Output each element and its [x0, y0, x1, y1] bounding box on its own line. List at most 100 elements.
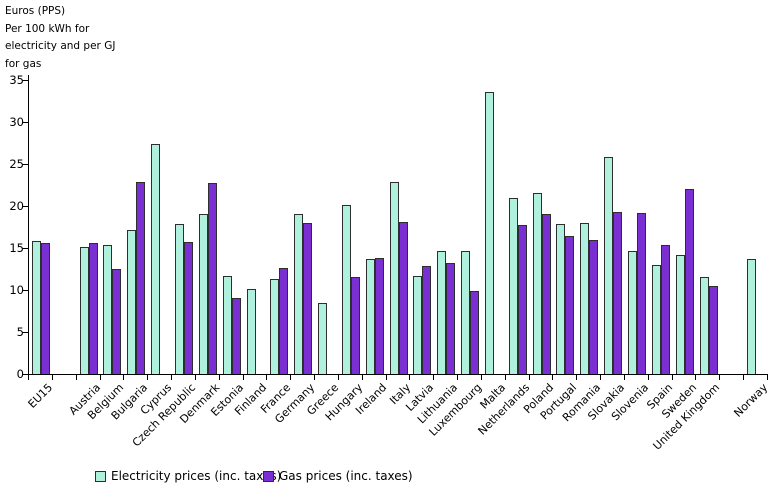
- gas-bar-lithuania: [446, 263, 456, 374]
- y-axis-title: Euros (PPS) Per 100 kWh for electricity …: [5, 3, 115, 73]
- gas-bar-hungary: [350, 277, 360, 374]
- x-axis-tick: [290, 375, 292, 380]
- x-axis-tick: [576, 375, 578, 380]
- electricity-bar-romania: [580, 223, 590, 374]
- gas-bar-ireland: [374, 258, 384, 374]
- x-axis-tick: [123, 375, 125, 380]
- category-slot-germany: [291, 75, 315, 374]
- electricity-bar-greece: [318, 303, 328, 374]
- y-axis-title-line: for gas: [5, 57, 42, 70]
- x-axis-tick: [433, 375, 435, 380]
- category-slot-spain: [649, 75, 673, 374]
- electricity-bar-czech-republic: [174, 224, 184, 374]
- category-slot-austria: [77, 75, 101, 374]
- y-axis-tick: [22, 80, 28, 81]
- electricity-bar-belgium: [103, 245, 113, 374]
- x-axis-tick: [99, 375, 101, 380]
- electricity-bar-poland: [532, 193, 542, 374]
- category-slot-slovakia: [601, 75, 625, 374]
- electricity-bar-lithuania: [437, 251, 447, 374]
- y-axis-tick-label: 10: [9, 283, 24, 297]
- legend-item-electricity: Electricity prices (inc. taxes): [95, 469, 281, 483]
- gas-bar-spain: [660, 245, 670, 374]
- y-axis-tick: [22, 332, 28, 333]
- electricity-bar-sweden: [675, 255, 685, 374]
- legend-item-gas: Gas prices (inc. taxes): [263, 469, 413, 483]
- gas-bar-eu15: [40, 243, 50, 374]
- electricity-bar-portugal: [556, 224, 566, 374]
- x-axis-tick: [623, 375, 625, 380]
- electricity-bar-united-kingdom: [699, 277, 709, 374]
- y-axis-tick-label: 25: [9, 157, 24, 171]
- x-axis-tick: [409, 375, 411, 380]
- category-slot-portugal: [554, 75, 578, 374]
- electricity-bar-latvia: [413, 276, 423, 374]
- category-slot-hungary: [339, 75, 363, 374]
- y-axis-tick: [22, 206, 28, 207]
- electricity-bar-denmark: [198, 214, 208, 374]
- category-slot-denmark: [196, 75, 220, 374]
- electricity-bar-finland: [246, 289, 256, 374]
- electricity-bar-netherlands: [508, 198, 518, 374]
- x-axis-tick: [194, 375, 196, 380]
- y-axis-title-line: electricity and per GJ: [5, 40, 116, 52]
- gas-legend-swatch-icon: [263, 470, 274, 482]
- electricity-bar-norway: [747, 259, 757, 374]
- x-axis-tick: [528, 375, 530, 380]
- category-slot-romania: [577, 75, 601, 374]
- y-axis-tick-label: 0: [16, 367, 24, 381]
- electricity-bar-hungary: [341, 205, 351, 374]
- y-axis-tick-label: 30: [9, 115, 24, 129]
- electricity-bar-cyprus: [151, 144, 161, 374]
- y-axis-tick-label: 15: [9, 241, 24, 255]
- x-axis-tick: [171, 375, 173, 380]
- y-axis-tick: [22, 164, 28, 165]
- category-slot-belgium: [101, 75, 125, 374]
- y-axis-tick: [22, 290, 28, 291]
- category-slot-bulgaria: [124, 75, 148, 374]
- electricity-bar-germany: [294, 214, 304, 374]
- y-axis-tick-label: 35: [9, 73, 24, 87]
- y-axis-tick-label: 5: [16, 325, 24, 339]
- electricity-bar-slovakia: [604, 157, 614, 374]
- category-slot-sweden: [673, 75, 697, 374]
- gas-bar-poland: [541, 214, 551, 374]
- category-slot-norway: [744, 75, 768, 374]
- x-axis-tick: [647, 375, 649, 380]
- plot-area: [28, 75, 768, 375]
- gas-bar-latvia: [422, 266, 432, 374]
- category-slot-netherlands: [506, 75, 530, 374]
- x-axis-tick: [266, 375, 268, 380]
- category-slot-france: [267, 75, 291, 374]
- electricity-legend-swatch-icon: [95, 470, 106, 482]
- category-slot-luxembourg: [458, 75, 482, 374]
- category-slot-finland: [244, 75, 268, 374]
- electricity-bar-spain: [651, 265, 661, 374]
- x-axis-tick: [385, 375, 387, 380]
- category-slot-latvia: [411, 75, 435, 374]
- x-axis-tick: [361, 375, 363, 380]
- category-slot-greece: [315, 75, 339, 374]
- electricity-bar-estonia: [222, 276, 232, 374]
- electricity-bar-ireland: [365, 259, 375, 374]
- y-axis-tick: [22, 122, 28, 123]
- category-slot-italy: [387, 75, 411, 374]
- category-slot-cyprus: [148, 75, 172, 374]
- x-axis-tick: [600, 375, 602, 380]
- gas-bar-belgium: [112, 269, 122, 374]
- category-slot-eu15: [29, 75, 53, 374]
- x-axis-tick: [671, 375, 673, 380]
- electricity-bar-france: [270, 279, 280, 374]
- category-slot-slovenia: [625, 75, 649, 374]
- electricity-bar-austria: [79, 247, 89, 374]
- category-slot-lithuania: [434, 75, 458, 374]
- category-slot-czech-republic: [172, 75, 196, 374]
- x-axis-tick: [337, 375, 339, 380]
- electricity-bar-eu15: [31, 241, 41, 374]
- gas-bar-united-kingdom: [708, 286, 718, 374]
- gas-bar-bulgaria: [136, 182, 146, 374]
- y-axis-tick: [22, 248, 28, 249]
- x-axis-tick: [75, 375, 77, 380]
- legend-label-gas: Gas prices (inc. taxes): [279, 469, 413, 483]
